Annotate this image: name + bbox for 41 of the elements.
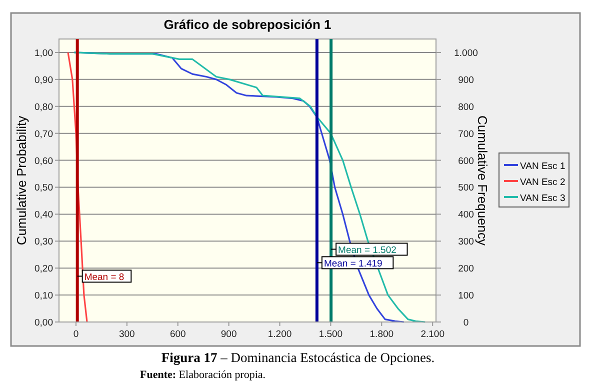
y2-tick-label: 1.000 — [454, 48, 478, 59]
x-tick-label: 1.800 — [370, 329, 394, 340]
x-tick-label: 300 — [119, 329, 135, 340]
y2-tick-label: 400 — [458, 210, 474, 221]
y2-tick-label: 900 — [458, 74, 474, 86]
ref-line-label: Mean = 8 — [84, 272, 124, 284]
ref-line-label: Mean = 1.502 — [338, 245, 396, 256]
y-tick-label: 0,70 — [34, 128, 53, 140]
y2-tick-label: 600 — [458, 156, 474, 167]
y2-axis-title: Cumulative Frequency — [475, 115, 490, 246]
y-tick-label: 0,40 — [34, 210, 53, 221]
y-tick-label: 1,00 — [34, 48, 53, 59]
y2-tick-label: 700 — [458, 128, 474, 140]
chart-title: Gráfico de sobreposición 1 — [164, 17, 332, 32]
x-tick-label: 600 — [170, 329, 186, 340]
x-tick-label: 900 — [220, 329, 237, 340]
ref-line-label: Mean = 1.419 — [324, 258, 382, 270]
legend-label: VAN Esc 2 — [520, 177, 566, 188]
y-tick-label: 0,50 — [34, 182, 53, 194]
x-tick-label: 1.500 — [318, 329, 343, 340]
y2-tick-label: 0 — [463, 318, 469, 328]
x-tick-label: 1.200 — [268, 329, 292, 340]
x-tick-label: 2.100 — [420, 329, 444, 340]
y2-tick-label: 100 — [458, 290, 474, 302]
y2-tick-label: 300 — [458, 236, 474, 248]
source-note: Fuente: Elaboración propia. — [140, 369, 266, 381]
y-tick-label: 0,90 — [34, 74, 53, 86]
legend-label: VAN Esc 1 — [520, 161, 566, 172]
y-tick-label: 0,20 — [34, 264, 53, 275]
y-tick-label: 0,00 — [34, 318, 53, 328]
y-tick-label: 0,10 — [34, 290, 53, 302]
y-tick-label: 0,30 — [34, 236, 53, 248]
y2-tick-label: 200 — [458, 264, 474, 275]
y-tick-label: 0,80 — [34, 102, 53, 113]
y-tick-label: 0,60 — [34, 156, 53, 167]
x-tick-label: 0 — [73, 329, 79, 340]
text: Figura 17 – Dominancia Estocástica de Opciones. — [161, 350, 435, 365]
y2-tick-label: 800 — [458, 102, 474, 113]
y-axis-title: Cumulative Probability — [14, 115, 29, 246]
legend-label: VAN Esc 3 — [520, 193, 566, 204]
y2-tick-label: 500 — [458, 182, 474, 194]
